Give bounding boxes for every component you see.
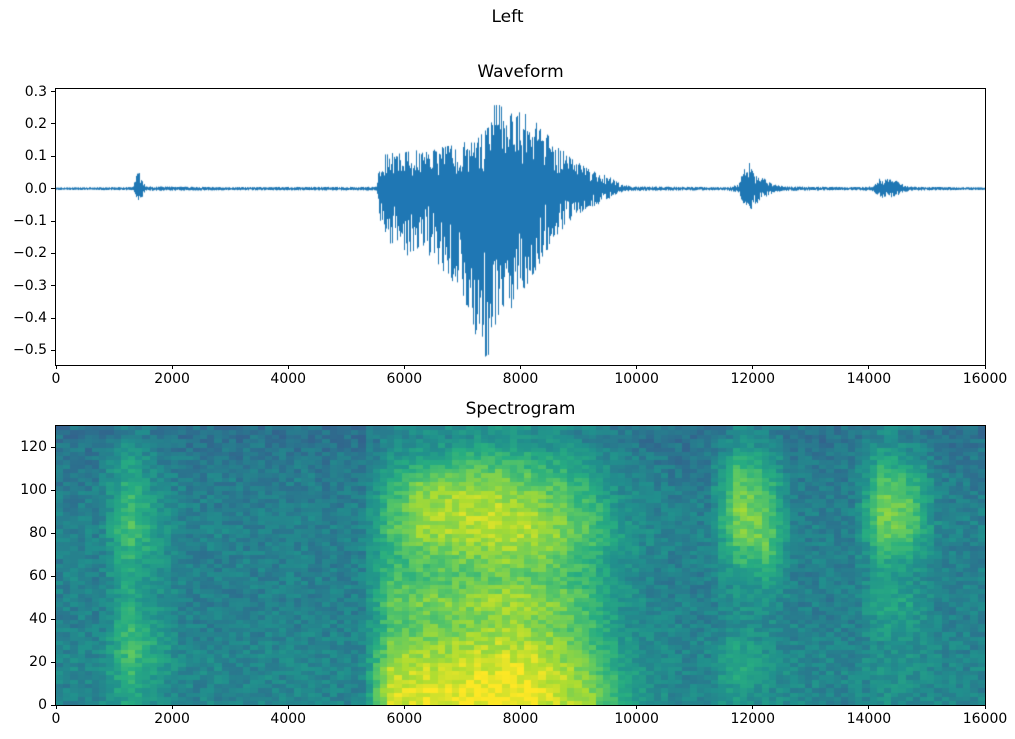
y-tick-label: 0.3	[24, 83, 47, 100]
x-tick	[868, 365, 870, 369]
y-tick-label: 120	[20, 439, 47, 456]
x-tick	[55, 705, 57, 709]
x-tick-label: 8000	[502, 711, 539, 727]
y-tick	[51, 155, 55, 157]
x-tick-label: 10000	[614, 371, 659, 387]
y-tick-label: −0.2	[13, 245, 47, 262]
y-tick-label: −0.4	[13, 310, 47, 327]
x-tick	[171, 365, 173, 369]
y-tick-label: 0.1	[24, 148, 47, 165]
x-tick	[752, 365, 754, 369]
x-tick	[520, 365, 521, 369]
x-tick	[752, 705, 754, 709]
x-tick	[984, 705, 986, 709]
y-tick	[51, 317, 55, 319]
y-tick-label: 100	[20, 482, 47, 499]
x-tick	[287, 705, 289, 709]
x-tick-label: 16000	[962, 371, 1008, 387]
y-tick-label: 60	[29, 568, 47, 585]
x-tick	[287, 365, 289, 369]
y-tick	[51, 188, 55, 190]
y-tick-label: 0	[38, 697, 47, 713]
x-tick-label: 10000	[614, 711, 659, 727]
x-tick-label: 6000	[386, 711, 423, 727]
y-tick-label: −0.1	[13, 213, 47, 229]
waveform-plot	[56, 89, 985, 365]
x-tick-label: 0	[51, 711, 61, 727]
y-tick	[51, 704, 55, 706]
x-tick	[868, 705, 870, 709]
y-tick-label: 0.0	[24, 180, 47, 197]
x-tick-label: 6000	[386, 371, 423, 387]
x-tick-label: 4000	[270, 371, 307, 387]
y-tick	[51, 349, 55, 351]
x-tick-label: 2000	[154, 371, 190, 387]
x-tick	[55, 365, 57, 369]
x-tick-label: 12000	[730, 711, 776, 727]
x-tick-label: 16000	[962, 711, 1008, 727]
y-tick-label: 0.2	[24, 115, 47, 132]
y-tick-label: −0.5	[13, 342, 47, 359]
x-tick	[984, 365, 986, 369]
x-tick	[403, 705, 405, 709]
x-tick	[520, 705, 521, 709]
y-tick-label: 80	[29, 525, 47, 542]
y-tick	[51, 220, 55, 222]
y-tick-label: −0.3	[13, 277, 47, 294]
y-tick	[51, 446, 55, 448]
y-tick	[51, 91, 55, 93]
y-tick	[51, 575, 55, 577]
x-tick-label: 14000	[846, 371, 892, 387]
x-tick-label: 2000	[154, 711, 190, 727]
y-tick-label: 40	[29, 611, 47, 628]
waveform-title: Waveform	[477, 62, 564, 82]
x-tick-label: 0	[51, 371, 61, 387]
x-tick	[171, 705, 173, 709]
y-tick	[51, 252, 55, 254]
y-tick	[51, 489, 55, 491]
figure-title: Left	[491, 7, 524, 27]
x-tick	[636, 365, 638, 369]
y-tick	[51, 532, 55, 534]
y-tick	[51, 123, 55, 125]
x-tick-label: 12000	[730, 371, 776, 387]
spectrogram-plot	[56, 426, 985, 705]
spectrogram-title: Spectrogram	[465, 399, 576, 419]
x-tick	[636, 705, 638, 709]
y-tick	[51, 618, 55, 620]
x-tick-label: 8000	[502, 371, 539, 387]
x-tick	[403, 365, 405, 369]
y-tick	[51, 285, 55, 287]
y-tick-label: 20	[29, 654, 47, 671]
y-tick	[51, 661, 55, 663]
x-tick-label: 4000	[270, 711, 307, 727]
x-tick-label: 14000	[846, 711, 892, 727]
waveform-axes: Waveform 0 2000 4000 6000 8000 10000 12000 1400…	[13, 64, 1007, 387]
spectrogram-axes: Spectrogram 0 2000 4000 6000 8000 10000 12000 1…	[20, 401, 1007, 727]
